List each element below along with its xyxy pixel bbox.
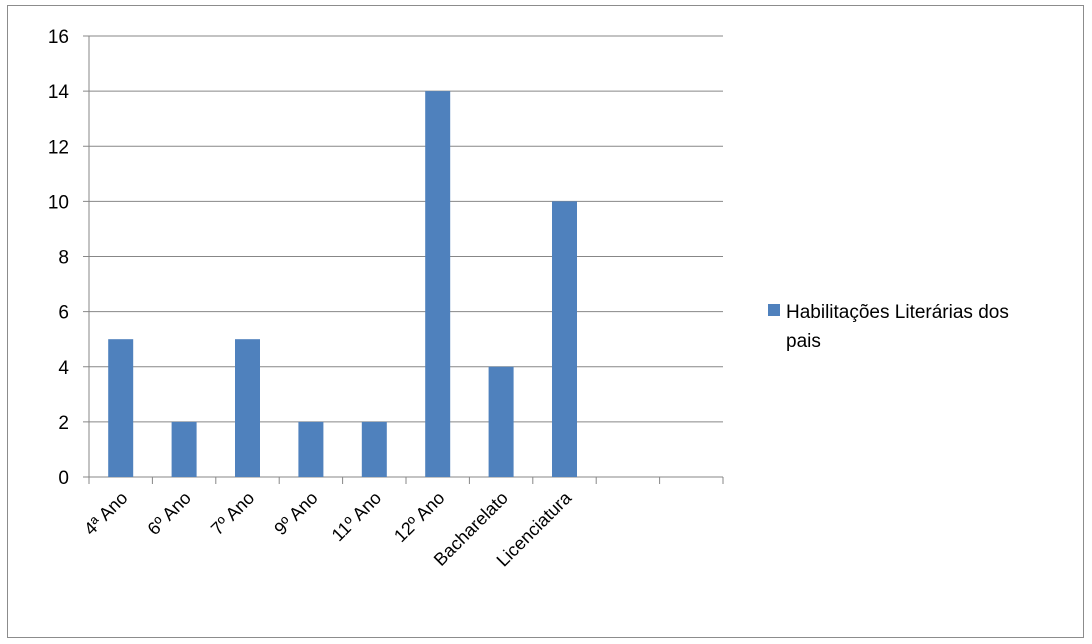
- y-tick-label: 16: [48, 27, 69, 48]
- axes: [83, 35, 724, 484]
- gridlines: [89, 35, 723, 423]
- y-tick-label: 8: [58, 248, 69, 269]
- x-tick-label: 7º Ano: [207, 488, 258, 539]
- x-tick-label: 6º Ano: [144, 488, 195, 539]
- bar: [488, 366, 514, 477]
- legend-label-line-2: pais: [786, 331, 821, 352]
- y-tick-label: 0: [58, 468, 69, 489]
- x-tick-label: 12º Ano: [390, 488, 448, 546]
- x-tick-label: 4ª Ano: [80, 488, 131, 539]
- legend-swatch: [768, 304, 780, 316]
- x-tick-label: 9º Ano: [270, 488, 321, 539]
- y-tick-label: 4: [58, 358, 69, 379]
- legend: Habilitações Literárias dos pais: [768, 302, 1009, 352]
- y-tick-label: 14: [48, 82, 70, 103]
- legend-label-line-1: Habilitações Literárias dos: [786, 302, 1009, 323]
- bar: [552, 201, 577, 477]
- bar: [235, 339, 260, 477]
- y-tick-label: 6: [58, 303, 69, 324]
- chart-frame: [7, 5, 1084, 638]
- bar: [171, 421, 197, 477]
- bar: [298, 421, 324, 477]
- tick-labels: 0 2 4 6 8 10 12 14 16 4ª Ano 6º Ano 7º Ano 9º Ano 11º…: [48, 27, 576, 570]
- bars: [108, 91, 577, 477]
- x-tick-label: 11º Ano: [328, 488, 385, 545]
- bar: [425, 91, 451, 477]
- y-tick-label: 10: [48, 192, 69, 213]
- bar: [108, 339, 134, 477]
- bar: [361, 421, 387, 477]
- y-tick-label: 12: [48, 137, 69, 158]
- y-tick-label: 2: [58, 413, 69, 434]
